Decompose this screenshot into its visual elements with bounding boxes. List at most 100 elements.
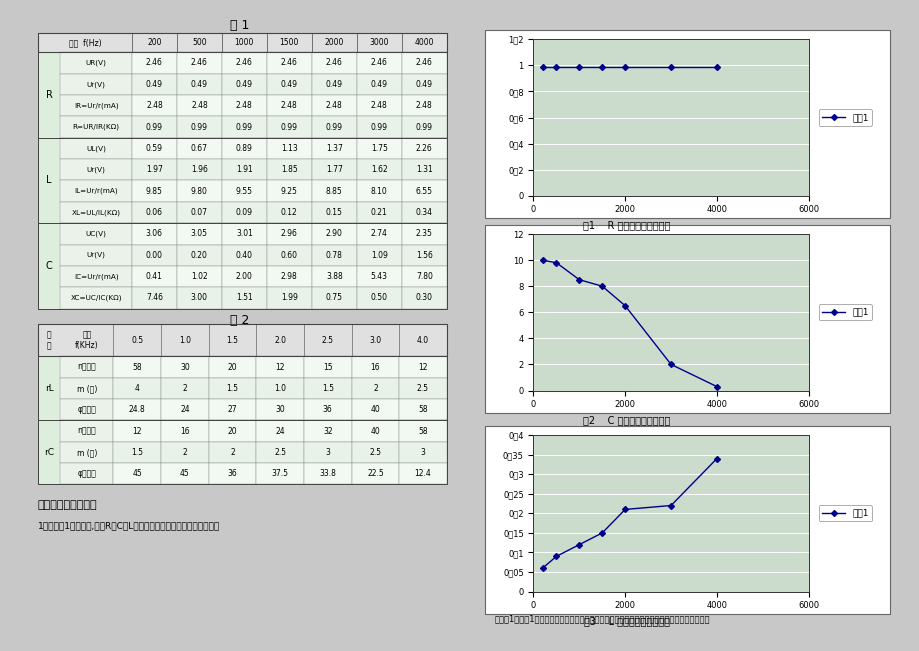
Text: Ur(V): Ur(V) — [86, 167, 106, 173]
Text: 12: 12 — [418, 363, 427, 372]
Text: 0.07: 0.07 — [190, 208, 208, 217]
Text: 0.59: 0.59 — [146, 144, 163, 153]
Text: 3.88: 3.88 — [325, 272, 343, 281]
系列1 — [537, 256, 548, 264]
Bar — [209, 378, 256, 399]
Bar — [221, 52, 267, 74]
Bar — [267, 202, 312, 223]
Bar — [61, 266, 131, 287]
Text: 2: 2 — [182, 384, 187, 393]
Text: 3000: 3000 — [369, 38, 389, 47]
Bar — [61, 245, 131, 266]
Text: 32: 32 — [323, 426, 332, 436]
Bar — [312, 266, 357, 287]
Bar — [399, 399, 447, 421]
Bar — [399, 356, 447, 378]
Text: 0.99: 0.99 — [370, 122, 388, 132]
系列1 — [710, 62, 721, 70]
Bar — [176, 138, 221, 159]
Bar — [176, 159, 221, 180]
系列1 — [596, 62, 607, 70]
Text: 15: 15 — [323, 363, 332, 372]
Text: 0.09: 0.09 — [235, 208, 253, 217]
Bar — [256, 421, 303, 442]
Text: 33.8: 33.8 — [319, 469, 335, 478]
Bar — [61, 442, 113, 463]
Bar — [303, 378, 351, 399]
Text: 37.5: 37.5 — [271, 469, 289, 478]
Text: 9.85: 9.85 — [146, 187, 163, 195]
系列1 — [537, 62, 548, 70]
Bar — [402, 117, 447, 138]
Bar — [61, 138, 131, 159]
Bar — [267, 117, 312, 138]
Bar — [131, 117, 176, 138]
Text: 0.41: 0.41 — [146, 272, 163, 281]
Text: 2.90: 2.90 — [325, 229, 343, 238]
Bar — [267, 266, 312, 287]
Text: 5.43: 5.43 — [370, 272, 388, 281]
Text: UC(V): UC(V) — [85, 230, 107, 237]
Bar — [131, 287, 176, 309]
Text: 58: 58 — [418, 426, 427, 436]
Text: 8.85: 8.85 — [325, 187, 343, 195]
Text: 结论：1、从图1可以看出电阻元件的阻值与信号源频率无关，其阻抗频率特性是近似为一条直线: 结论：1、从图1可以看出电阻元件的阻值与信号源频率无关，其阻抗频率特性是近似为一… — [494, 615, 709, 624]
Bar — [357, 159, 402, 180]
系列1 — [619, 302, 630, 310]
Text: 1.91: 1.91 — [236, 165, 253, 174]
Bar — [357, 95, 402, 117]
Text: 2.96: 2.96 — [280, 229, 298, 238]
Text: 0.49: 0.49 — [146, 80, 163, 89]
Bar — [402, 223, 447, 245]
Text: 500: 500 — [192, 38, 207, 47]
Text: 1500: 1500 — [279, 38, 299, 47]
Text: 图2    C 的阻抗频率特性曲线: 图2 C 的阻抗频率特性曲线 — [583, 415, 670, 425]
Bar — [38, 223, 61, 309]
Bar — [312, 117, 357, 138]
Text: XC=UC/IC(KΩ): XC=UC/IC(KΩ) — [70, 295, 121, 301]
Text: 1.85: 1.85 — [280, 165, 298, 174]
Text: 2.48: 2.48 — [370, 101, 387, 110]
Text: 1.96: 1.96 — [191, 165, 208, 174]
Text: 6.55: 6.55 — [415, 187, 432, 195]
Bar — [312, 74, 357, 95]
Bar — [113, 463, 161, 484]
Text: 3.06: 3.06 — [146, 229, 163, 238]
系列1 — [664, 62, 675, 70]
Text: 7.80: 7.80 — [415, 272, 432, 281]
Text: 频率
f(KHz): 频率 f(KHz) — [75, 331, 98, 350]
Bar — [61, 95, 131, 117]
Bar — [303, 356, 351, 378]
Text: C: C — [46, 261, 52, 271]
Bar — [209, 356, 256, 378]
Text: 20: 20 — [228, 426, 237, 436]
Text: 0.67: 0.67 — [190, 144, 208, 153]
Text: 1.56: 1.56 — [415, 251, 432, 260]
Bar — [176, 95, 221, 117]
Bar — [221, 95, 267, 117]
系列1 — [619, 62, 630, 70]
Text: 2.35: 2.35 — [415, 229, 432, 238]
Text: 频率  f(Hz): 频率 f(Hz) — [69, 38, 101, 47]
Bar — [131, 223, 176, 245]
Bar — [38, 33, 447, 52]
Text: XL=UL/IL(KΩ): XL=UL/IL(KΩ) — [72, 209, 120, 215]
Text: 36: 36 — [227, 469, 237, 478]
Text: 16: 16 — [180, 426, 189, 436]
Text: 1.31: 1.31 — [415, 165, 432, 174]
Line: 系列1: 系列1 — [540, 64, 719, 69]
系列1 — [573, 541, 584, 549]
Text: 2.46: 2.46 — [325, 59, 343, 68]
Bar — [351, 356, 399, 378]
Bar — [176, 117, 221, 138]
Text: 0.06: 0.06 — [146, 208, 163, 217]
Text: 0.5: 0.5 — [131, 336, 143, 345]
Text: 2.0: 2.0 — [274, 336, 286, 345]
Bar — [176, 52, 221, 74]
Text: 2.46: 2.46 — [280, 59, 298, 68]
Text: 2.48: 2.48 — [280, 101, 298, 110]
Text: 58: 58 — [132, 363, 142, 372]
Bar — [221, 117, 267, 138]
Bar — [176, 202, 221, 223]
Text: 3.0: 3.0 — [369, 336, 381, 345]
